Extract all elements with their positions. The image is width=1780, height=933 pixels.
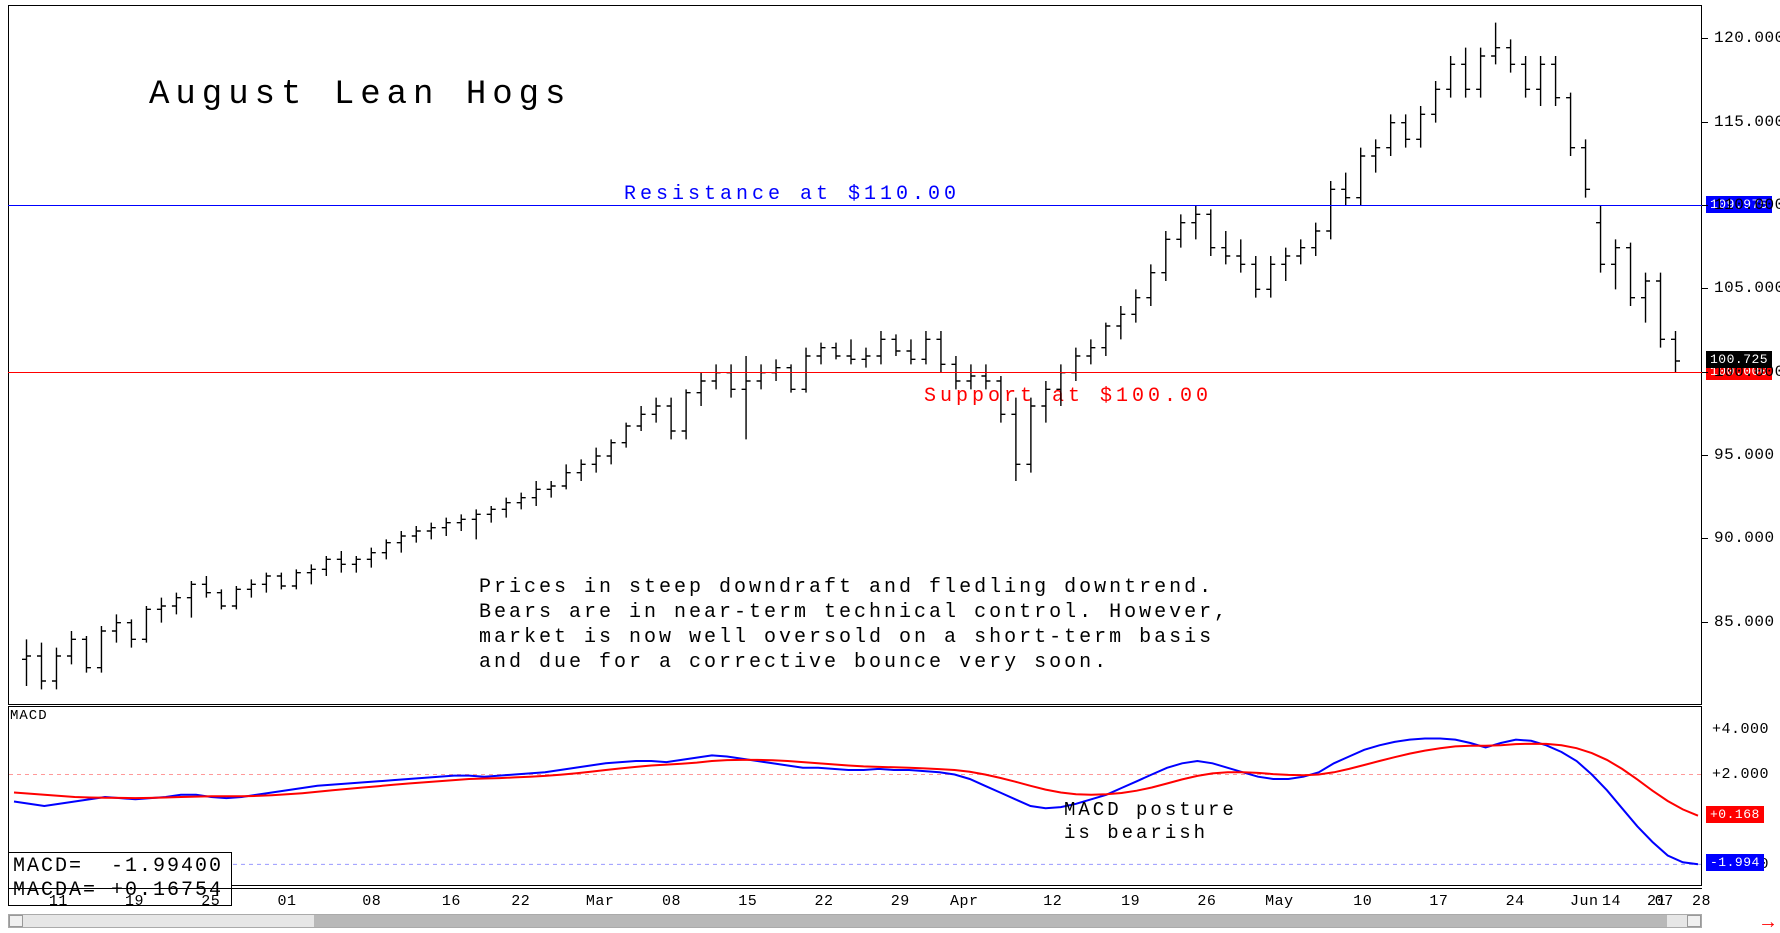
macd-svg: [9, 707, 1703, 887]
date-axis-label: 01: [278, 893, 297, 910]
scroll-thumb[interactable]: [314, 915, 1668, 927]
date-axis-label: 11: [49, 893, 68, 910]
date-axis-label: 14: [1602, 893, 1621, 910]
price-ytick-label: 105.000: [1714, 279, 1780, 297]
date-axis-label: Apr: [950, 893, 979, 910]
date-axis-label: 19: [1121, 893, 1140, 910]
horizontal-scrollbar[interactable]: [8, 914, 1702, 928]
scroll-left-button[interactable]: [9, 915, 23, 927]
date-axis-label: 16: [442, 893, 461, 910]
date-axis-label: 19: [125, 893, 144, 910]
date-axis-label: 28: [1692, 893, 1711, 910]
date-axis-label: 26: [1197, 893, 1216, 910]
price-ytick-label: 100.000: [1714, 363, 1780, 381]
scroll-right-button[interactable]: [1687, 915, 1701, 927]
right-arrow-icon[interactable]: ←: [1762, 912, 1774, 933]
macd-readout-line-1: MACD= -1.99400: [13, 855, 223, 879]
date-axis-label: 15: [738, 893, 757, 910]
macd-ytick-label: +4.000: [1712, 721, 1769, 738]
price-ytick-label: 95.000: [1714, 446, 1775, 464]
macd-panel: MACD posture is bearish: [8, 706, 1702, 886]
date-axis-label: 17: [1429, 893, 1448, 910]
date-axis-label: 22: [511, 893, 530, 910]
date-axis-label: 10: [1353, 893, 1372, 910]
price-ytick-label: 120.000: [1714, 29, 1780, 47]
macd-panel-label: MACD: [10, 708, 48, 724]
date-axis-label: Mar: [586, 893, 615, 910]
price-ytick-label: 85.000: [1714, 613, 1775, 631]
date-axis-label: 22: [815, 893, 834, 910]
date-axis-label: 08: [362, 893, 381, 910]
price-ytick-label: 90.000: [1714, 529, 1775, 547]
macd-readout-value: -1.99400: [111, 855, 223, 878]
macd-ytick-label: +2.000: [1712, 766, 1769, 783]
price-ohlc-svg: [9, 6, 1703, 706]
price-ytick-label: 110.000: [1714, 196, 1780, 214]
date-axis-label: 25: [201, 893, 220, 910]
date-axis-label: 29: [891, 893, 910, 910]
date-axis-label: Jun: [1570, 893, 1599, 910]
date-axis-label: 21: [1647, 893, 1666, 910]
macd-readout-label: MACD=: [13, 855, 83, 878]
support-line: [8, 372, 1702, 373]
macd-value-tag: +0.168: [1706, 806, 1764, 823]
price-panel: August Lean Hogs Resistance at $110.00 S…: [8, 5, 1702, 705]
chart-canvas: August Lean Hogs Resistance at $110.00 S…: [0, 0, 1780, 933]
resistance-line: [8, 205, 1702, 206]
date-axis-label: 12: [1043, 893, 1062, 910]
date-axis-label: 08: [662, 893, 681, 910]
macd-annotation: MACD posture is bearish: [1064, 799, 1237, 845]
macd-value-tag: -1.994: [1706, 854, 1764, 871]
date-axis-label: 24: [1506, 893, 1525, 910]
price-ytick-label: 115.000: [1714, 113, 1780, 131]
date-axis-label: May: [1265, 893, 1294, 910]
